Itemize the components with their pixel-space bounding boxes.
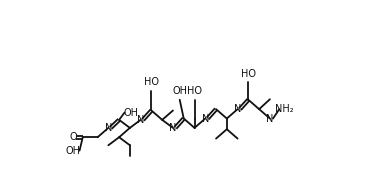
Text: OH: OH — [66, 146, 81, 156]
Text: HO: HO — [144, 77, 159, 87]
Text: N: N — [202, 114, 209, 124]
Text: N: N — [169, 123, 176, 133]
Text: OH: OH — [123, 108, 138, 118]
Text: HO: HO — [187, 86, 202, 96]
Text: N: N — [105, 123, 112, 133]
Text: N: N — [266, 114, 274, 124]
Text: N: N — [137, 115, 144, 125]
Text: O: O — [70, 132, 77, 142]
Text: NH₂: NH₂ — [275, 104, 294, 114]
Text: N: N — [234, 104, 241, 114]
Text: HO: HO — [241, 69, 256, 79]
Text: OH: OH — [172, 86, 187, 96]
